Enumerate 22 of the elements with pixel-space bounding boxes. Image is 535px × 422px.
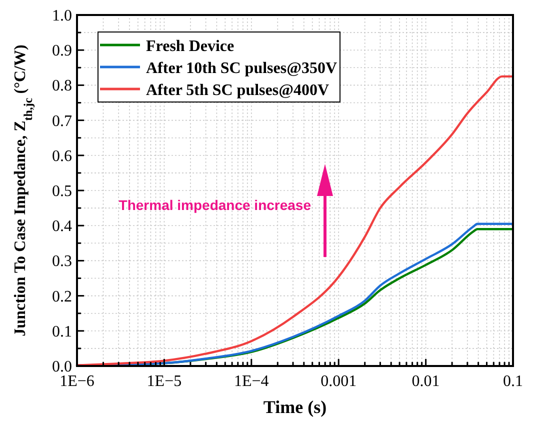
x-tick-label: 1E−5 [146, 373, 182, 390]
y-tick-label: 0.5 [52, 183, 72, 200]
x-tick-label: 0.1 [503, 373, 523, 390]
y-tick-label: 0.1 [52, 323, 72, 340]
y-tick-label: 0.6 [52, 148, 72, 165]
y-tick-label: 0.3 [52, 253, 72, 270]
x-tick-label: 1E−6 [60, 373, 94, 390]
y-tick-label: 0.4 [52, 218, 72, 236]
legend-label: Fresh Device [146, 38, 234, 55]
x-tick-label: 0.01 [412, 373, 440, 390]
legend-label: After 10th SC pulses@350V [146, 60, 338, 77]
y-tick-label: 0.2 [52, 288, 72, 306]
x-tick-label: 0.001 [320, 373, 357, 390]
annotation: Thermal impedance increase [118, 197, 312, 213]
x-axis-title: Time (s) [263, 397, 327, 417]
legend-label: After 5th SC pulses@400V [146, 82, 330, 99]
y-tick-label: 1.0 [52, 8, 72, 24]
y-tick-label: 0.9 [52, 42, 72, 60]
y-tick-label: 0.8 [52, 78, 72, 95]
y-tick-label: 0.7 [52, 112, 72, 130]
x-tick-label: 1E−4 [234, 373, 269, 390]
y-tick-label: 0.0 [52, 358, 72, 376]
